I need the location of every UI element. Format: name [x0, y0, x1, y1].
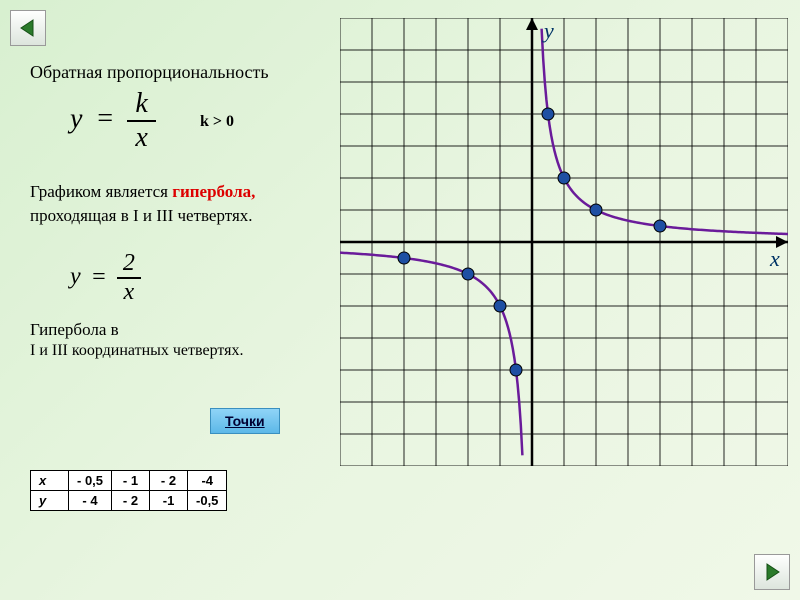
- nav-forward-button[interactable]: [754, 554, 790, 590]
- formula2-lhs: y: [70, 264, 81, 290]
- caption-line1: Гипербола в: [30, 320, 119, 340]
- triangle-left-icon: [18, 18, 38, 38]
- table-cell: - 0,5: [69, 471, 112, 491]
- points-button[interactable]: Точки: [210, 408, 280, 434]
- table-cell: - 4: [69, 491, 112, 511]
- table-cell: -0,5: [188, 491, 227, 511]
- formula2-den: x: [117, 279, 141, 306]
- description: Графиком является гипербола, проходящая …: [30, 180, 255, 228]
- triangle-right-icon: [762, 562, 782, 582]
- formula2-num: 2: [117, 250, 141, 279]
- desc-pre: Графиком является: [30, 182, 172, 201]
- formula-lhs: y: [70, 103, 82, 134]
- svg-text:у: у: [542, 18, 554, 43]
- nav-back-button[interactable]: [10, 10, 46, 46]
- condition-text: k > 0: [200, 113, 234, 131]
- formula-main: y = k x: [70, 88, 156, 154]
- formula2-eq: =: [91, 264, 107, 290]
- table-header-x: x: [31, 471, 69, 491]
- svg-text:х: х: [769, 246, 780, 271]
- desc-highlight: гипербола,: [172, 182, 255, 201]
- table-cell: - 1: [112, 471, 150, 491]
- formula-num: k: [127, 88, 155, 122]
- table-cell: -1: [150, 491, 188, 511]
- formula-example: y = 2 x: [70, 250, 141, 306]
- caption-line2: I и III координатных четвертях.: [30, 342, 244, 360]
- table-cell: - 2: [112, 491, 150, 511]
- table-row: y - 4 - 2 -1 -0,5: [31, 491, 227, 511]
- hyperbola-chart: ух: [340, 18, 790, 468]
- formula-eq: =: [95, 103, 114, 134]
- table-header-y: y: [31, 491, 69, 511]
- table-row: x - 0,5 - 1 - 2 -4: [31, 471, 227, 491]
- desc-post: проходящая в I и III четвертях.: [30, 206, 253, 225]
- data-table: x - 0,5 - 1 - 2 -4 y - 4 - 2 -1 -0,5: [30, 470, 227, 511]
- formula-den: x: [127, 122, 155, 154]
- page-title: Обратная пропорциональность: [30, 62, 269, 83]
- table-cell: - 2: [150, 471, 188, 491]
- table-cell: -4: [188, 471, 227, 491]
